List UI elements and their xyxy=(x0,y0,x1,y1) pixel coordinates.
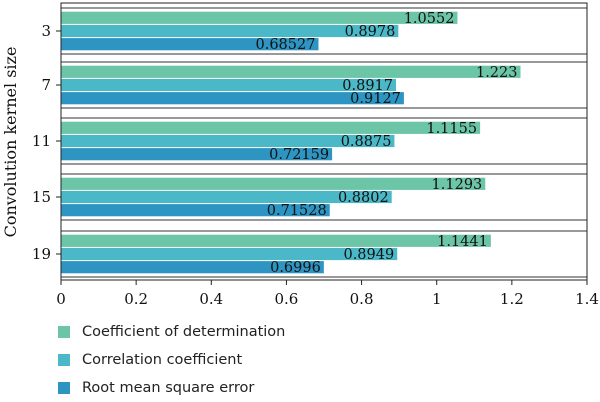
y-axis-title: Convolution kernel size xyxy=(1,47,20,238)
legend-swatch-0 xyxy=(58,326,70,338)
data-label-19-series-1: 0.8949 xyxy=(343,247,394,263)
legend: Coefficient of determination Correlation … xyxy=(58,318,285,402)
legend-label-0: Coefficient of determination xyxy=(82,324,286,340)
bar-15-series-2 xyxy=(61,204,330,217)
x-tick-label-0: 0 xyxy=(56,290,66,308)
bar-15-series-1 xyxy=(61,190,392,204)
legend-swatch-1 xyxy=(58,354,70,366)
x-tick-label-0.8: 0.8 xyxy=(350,290,374,308)
legend-item-0: Coefficient of determination xyxy=(58,318,285,346)
bar-3-series-0 xyxy=(61,11,458,24)
data-label-3-series-1: 0.8978 xyxy=(345,24,396,40)
bar-19-series-2 xyxy=(61,261,324,274)
bar-11-series-0 xyxy=(61,121,481,134)
legend-item-1: Correlation coefficient xyxy=(58,346,285,374)
data-label-19-series-2: 0.6996 xyxy=(270,260,321,276)
data-label-7-series-2: 0.9127 xyxy=(350,91,401,107)
bar-15-series-0 xyxy=(61,177,486,190)
bar-19-series-0 xyxy=(61,234,491,247)
data-label-7-series-1: 0.8917 xyxy=(342,78,393,94)
legend-label-2: Root mean square error xyxy=(82,380,255,396)
bar-3-series-1 xyxy=(61,24,399,38)
bar-11-series-2 xyxy=(61,148,333,161)
x-tick-label-0.2: 0.2 xyxy=(124,290,148,308)
legend-swatch-2 xyxy=(58,382,70,394)
bar-3-series-2 xyxy=(61,38,319,51)
x-tick-label-1.2: 1.2 xyxy=(500,290,524,308)
data-label-15-series-2: 0.71528 xyxy=(267,203,327,219)
y-tick-label-19: 19 xyxy=(32,245,51,263)
y-tick-label-11: 11 xyxy=(32,132,51,150)
legend-item-2: Root mean square error xyxy=(58,374,285,402)
data-label-11-series-0: 1.1155 xyxy=(426,121,477,137)
data-label-19-series-0: 1.1441 xyxy=(437,234,488,250)
y-tick-label-7: 7 xyxy=(41,76,51,94)
data-label-15-series-0: 1.1293 xyxy=(432,177,483,193)
bar-7-series-2 xyxy=(61,92,404,105)
bar-7-series-1 xyxy=(61,78,397,92)
data-label-15-series-1: 0.8802 xyxy=(338,190,389,206)
x-tick-label-0.4: 0.4 xyxy=(199,290,223,308)
data-label-3-series-0: 1.0552 xyxy=(404,11,455,27)
x-tick-label-1: 1 xyxy=(432,290,442,308)
data-label-7-series-0: 1.223 xyxy=(476,65,518,81)
bar-7-series-0 xyxy=(61,65,521,78)
x-tick-label-1.4: 1.4 xyxy=(575,290,599,308)
x-tick-label-0.6: 0.6 xyxy=(274,290,298,308)
legend-label-1: Correlation coefficient xyxy=(82,352,243,368)
y-tick-label-3: 3 xyxy=(41,22,51,40)
data-label-11-series-2: 0.72159 xyxy=(269,147,329,163)
y-tick-label-15: 15 xyxy=(32,188,51,206)
bar-11-series-1 xyxy=(61,134,395,148)
bar-19-series-1 xyxy=(61,247,398,261)
data-label-11-series-1: 0.8875 xyxy=(341,134,392,150)
data-label-3-series-2: 0.68527 xyxy=(255,37,315,53)
